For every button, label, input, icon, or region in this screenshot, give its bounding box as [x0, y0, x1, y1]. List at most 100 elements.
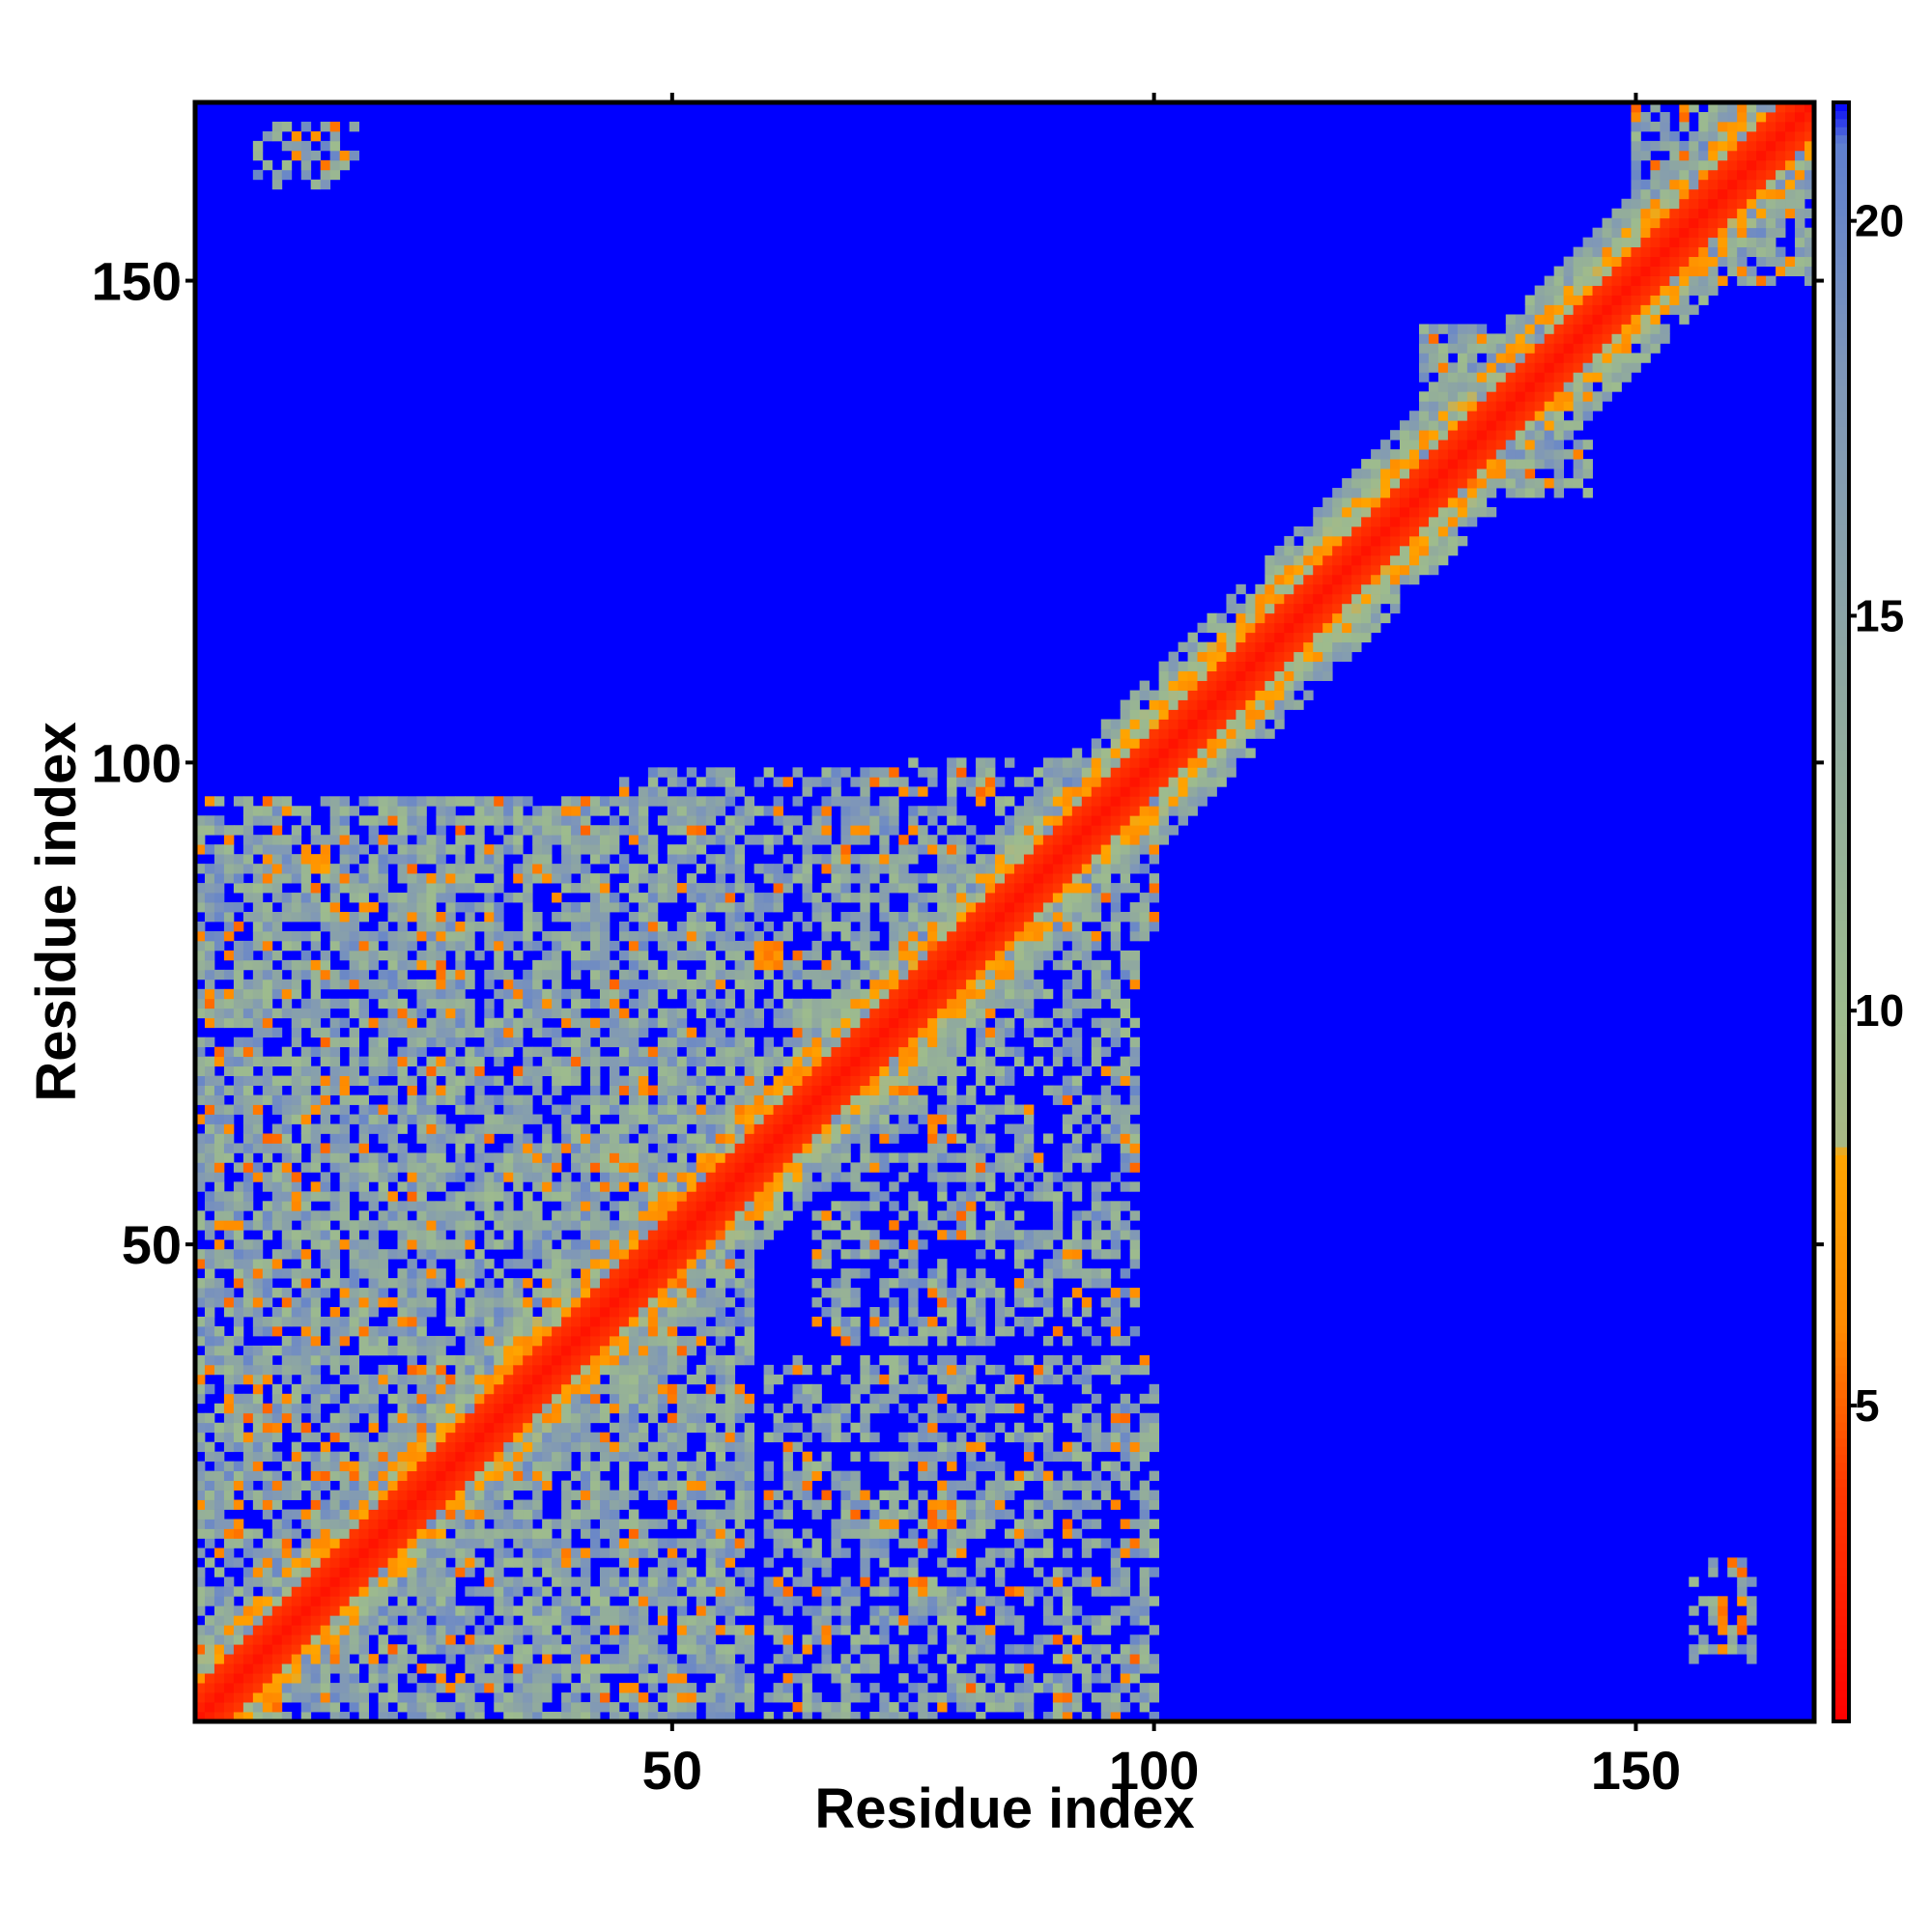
- heatmap-cell: [455, 1422, 466, 1434]
- heatmap-cell: [242, 1278, 254, 1289]
- heatmap-cell: [233, 1259, 244, 1269]
- heatmap-cell: [281, 1654, 293, 1664]
- heatmap-cell: [426, 1220, 437, 1231]
- heatmap-cell: [513, 1461, 524, 1472]
- heatmap-cell: [811, 1094, 822, 1105]
- heatmap-cell: [811, 950, 822, 961]
- heatmap-cell: [271, 1673, 283, 1684]
- heatmap-cell: [494, 912, 504, 923]
- heatmap-cell: [561, 815, 572, 826]
- heatmap-cell: [600, 1325, 611, 1337]
- heatmap-cell: [242, 1297, 254, 1308]
- heatmap-cell: [445, 1317, 456, 1327]
- heatmap-cell: [426, 796, 437, 807]
- heatmap-cell: [503, 998, 514, 1009]
- heatmap-cell: [281, 988, 293, 1000]
- heatmap-cell: [474, 1451, 485, 1463]
- heatmap-cell: [696, 1307, 707, 1318]
- heatmap-cell: [358, 864, 369, 874]
- heatmap-cell: [821, 806, 832, 816]
- heatmap-cell: [734, 1094, 746, 1105]
- heatmap-cell: [523, 1143, 533, 1153]
- heatmap-cell: [426, 1249, 437, 1260]
- heatmap-cell: [600, 796, 611, 807]
- heatmap-cell: [667, 1143, 678, 1153]
- heatmap-cell: [744, 1297, 755, 1308]
- heatmap-cell: [561, 988, 572, 1000]
- heatmap-cell: [310, 1239, 322, 1250]
- heatmap-cell: [724, 1114, 736, 1124]
- heatmap-cell: [676, 1249, 688, 1260]
- heatmap-cell: [252, 1104, 264, 1115]
- heatmap-cell: [300, 1114, 312, 1124]
- heatmap-cell: [271, 1027, 283, 1038]
- heatmap-cell: [387, 1663, 398, 1674]
- heatmap-cell: [262, 1567, 273, 1577]
- heatmap-cell: [320, 1548, 331, 1558]
- heatmap-cell: [223, 1480, 235, 1491]
- heatmap-cell: [378, 1577, 388, 1587]
- heatmap-cell: [763, 959, 774, 971]
- heatmap-cell: [773, 1008, 783, 1019]
- heatmap-cell: [223, 1297, 235, 1308]
- heatmap-cell: [600, 1432, 611, 1443]
- heatmap-cell: [686, 1422, 697, 1434]
- heatmap-cell: [581, 1297, 591, 1308]
- heatmap-cell: [513, 1422, 524, 1434]
- heatmap-cell: [696, 893, 707, 903]
- heatmap-cell: [811, 854, 822, 865]
- heatmap-cell: [300, 1432, 312, 1443]
- heatmap-cell: [426, 1596, 437, 1606]
- heatmap-cell: [513, 864, 524, 874]
- heatmap-cell: [310, 1345, 322, 1356]
- heatmap-cell: [426, 1557, 437, 1568]
- heatmap-cell: [416, 1441, 427, 1453]
- heatmap-cell: [300, 950, 312, 961]
- heatmap-cell: [465, 1259, 475, 1269]
- heatmap-cell: [262, 1509, 273, 1520]
- heatmap-cell: [581, 1383, 591, 1395]
- heatmap-cell: [426, 1548, 437, 1558]
- heatmap-cell: [686, 1634, 697, 1645]
- heatmap-cell: [281, 1615, 293, 1626]
- heatmap-cell: [204, 1451, 215, 1463]
- heatmap-cell: [638, 1644, 649, 1655]
- heatmap-cell: [407, 1288, 417, 1298]
- heatmap-cell: [542, 1451, 553, 1463]
- heatmap-cell: [705, 1422, 717, 1434]
- heatmap-cell: [763, 1094, 774, 1105]
- heatmap-cell: [262, 1702, 273, 1713]
- heatmap-cell: [213, 1499, 225, 1510]
- heatmap-cell: [705, 1528, 717, 1539]
- heatmap-cell: [387, 1499, 398, 1510]
- heatmap-cell: [618, 1152, 630, 1163]
- heatmap-cell: [657, 1104, 668, 1115]
- heatmap-cell: [532, 1085, 543, 1095]
- heatmap-cell: [571, 1239, 582, 1250]
- heatmap-cell: [667, 1191, 678, 1202]
- heatmap-cell: [571, 902, 582, 913]
- heatmap-cell: [618, 1056, 630, 1067]
- heatmap-cell: [339, 1085, 351, 1095]
- heatmap-cell: [195, 1383, 206, 1395]
- heatmap-cell: [753, 1094, 764, 1105]
- heatmap-cell: [638, 1268, 649, 1279]
- heatmap-cell: [339, 1133, 351, 1144]
- heatmap-cell: [368, 1268, 379, 1279]
- heatmap-cell: [465, 1133, 475, 1144]
- heatmap-cell: [734, 1017, 746, 1029]
- heatmap-cell: [657, 1230, 668, 1240]
- heatmap-cell: [618, 1692, 630, 1703]
- heatmap-cell: [474, 1133, 485, 1144]
- heatmap-cell: [426, 930, 437, 942]
- heatmap-cell: [213, 1133, 225, 1144]
- heatmap-cell: [262, 1441, 273, 1453]
- heatmap-cell: [368, 835, 379, 845]
- heatmap-cell: [281, 1075, 293, 1086]
- heatmap-cell: [195, 1567, 206, 1577]
- heatmap-cell: [416, 1432, 427, 1443]
- heatmap-cell: [339, 1017, 351, 1029]
- heatmap-cell: [378, 921, 388, 932]
- heatmap-cell: [773, 1152, 783, 1163]
- heatmap-cell: [773, 1133, 783, 1144]
